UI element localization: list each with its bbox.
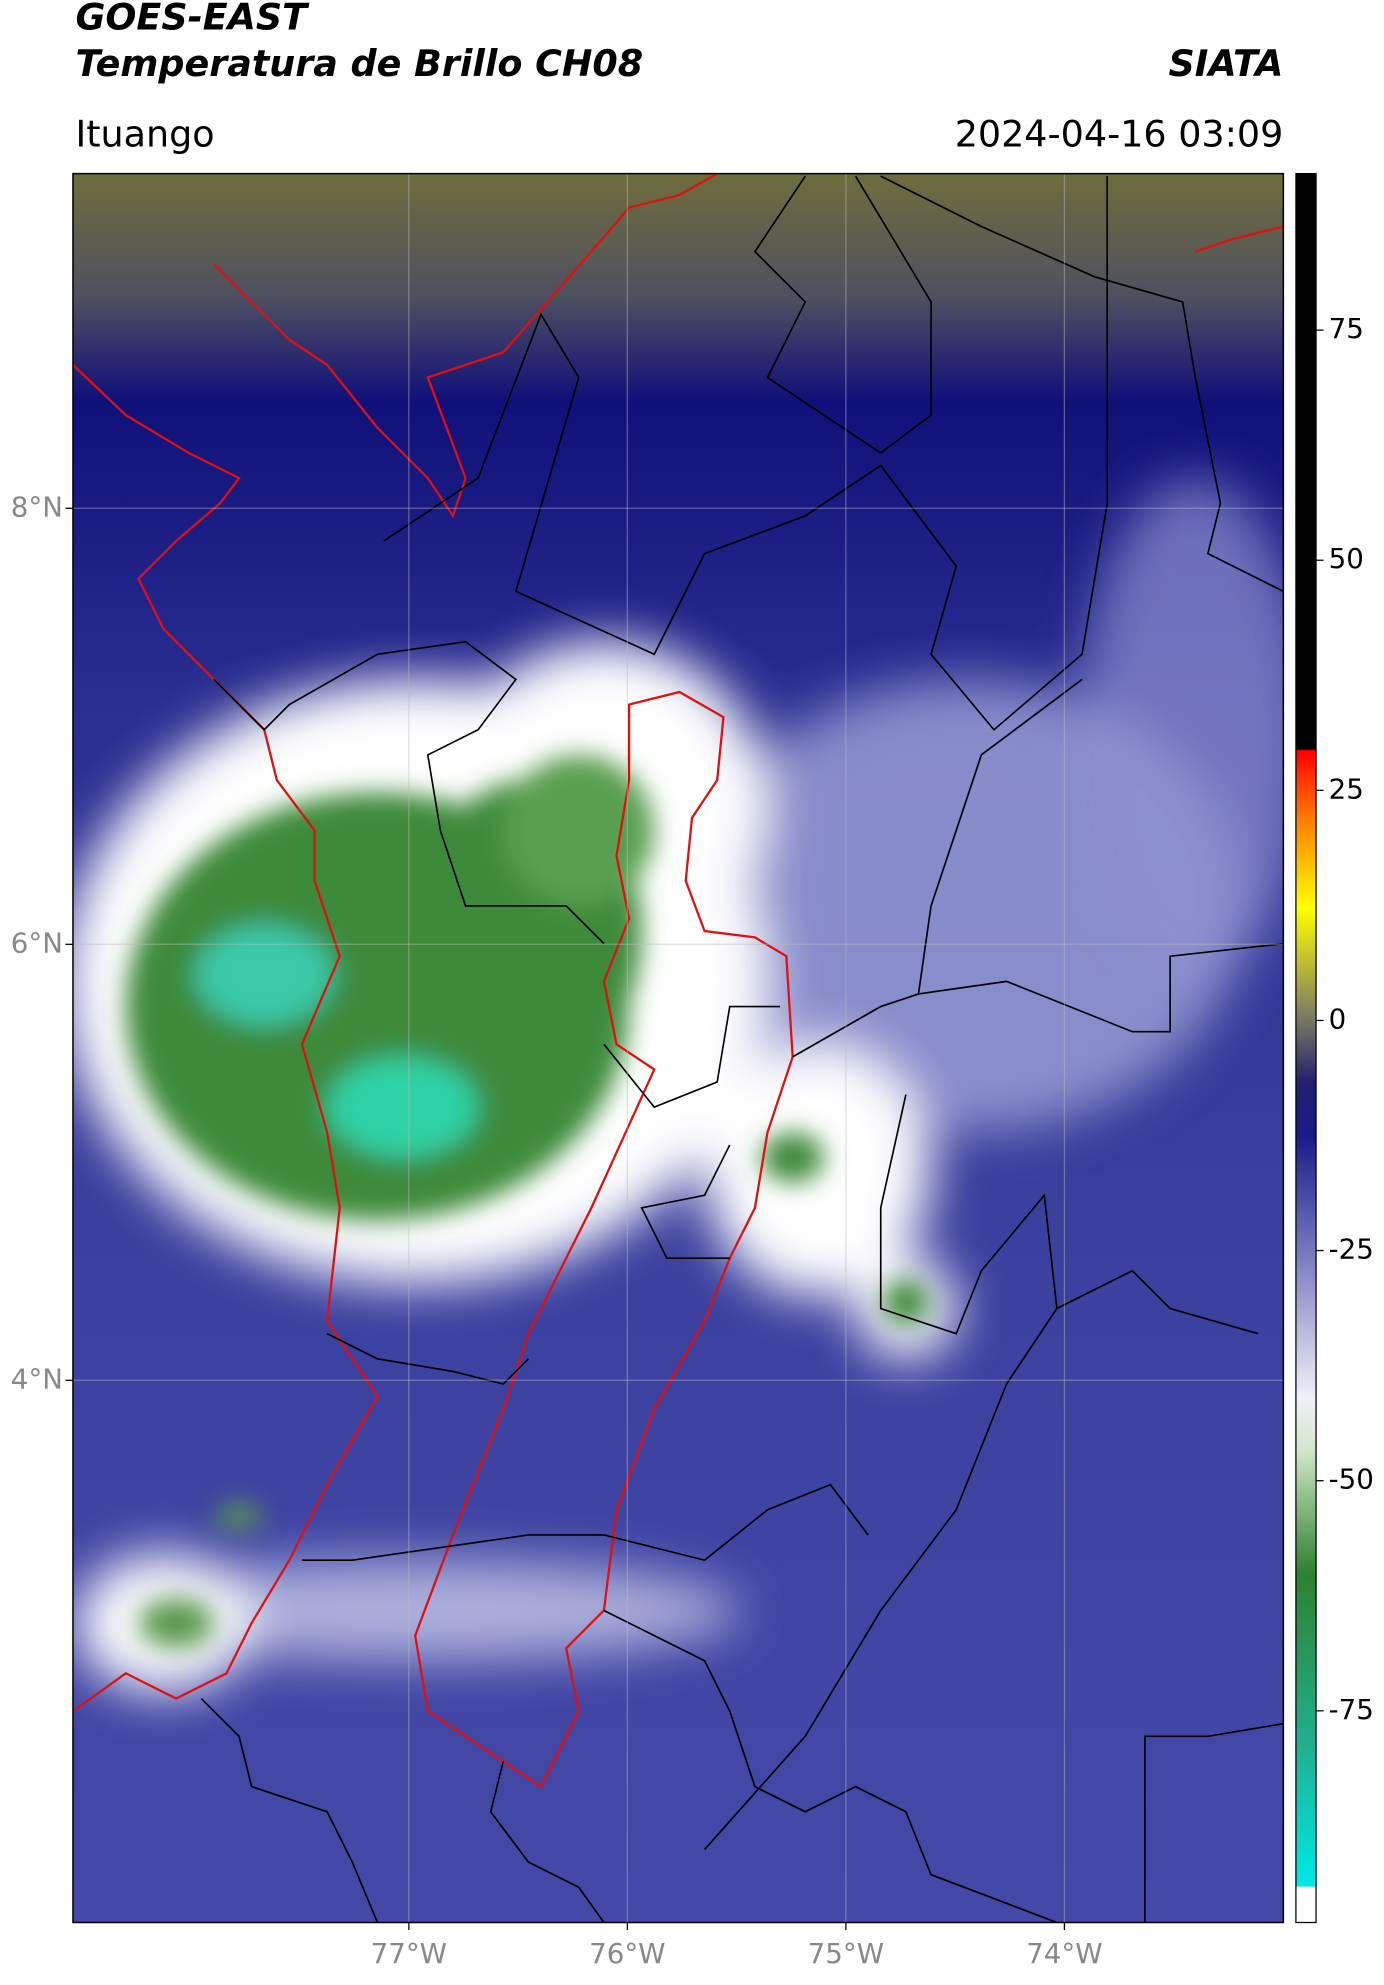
colorbar-tick-label: 75 xyxy=(1329,312,1364,345)
x-tick-label: 76°W xyxy=(589,1937,665,1970)
grid xyxy=(72,173,1284,1923)
x-tick-label: 77°W xyxy=(371,1937,447,1970)
colorbar-tick-label: 0 xyxy=(1329,1002,1347,1035)
colorbar-tick-label: -50 xyxy=(1329,1463,1374,1496)
y-tick-label: 8°N xyxy=(11,490,63,523)
title: GOES-EAST xyxy=(75,0,310,38)
region: Ituango xyxy=(75,112,214,155)
colorbar-tick-label: -25 xyxy=(1329,1233,1374,1266)
subtitle: Temperatura de Brillo CH08 xyxy=(75,42,643,85)
colorbar xyxy=(1295,172,1317,1924)
x-tick-label: 74°W xyxy=(1026,1937,1102,1970)
colorbar-tick-label: 50 xyxy=(1329,542,1364,575)
datetime: 2024-04-16 03:09 xyxy=(955,112,1284,155)
map-frame xyxy=(72,172,1285,1924)
colorbar-tick-label: 25 xyxy=(1329,772,1364,805)
x-tick-label: 75°W xyxy=(808,1937,884,1970)
y-tick-label: 4°N xyxy=(11,1362,63,1395)
source: SIATA xyxy=(1168,42,1283,85)
y-tick-label: 6°N xyxy=(11,926,63,959)
colorbar-tick-label: -75 xyxy=(1329,1693,1374,1726)
satellite-image xyxy=(72,173,1284,1923)
